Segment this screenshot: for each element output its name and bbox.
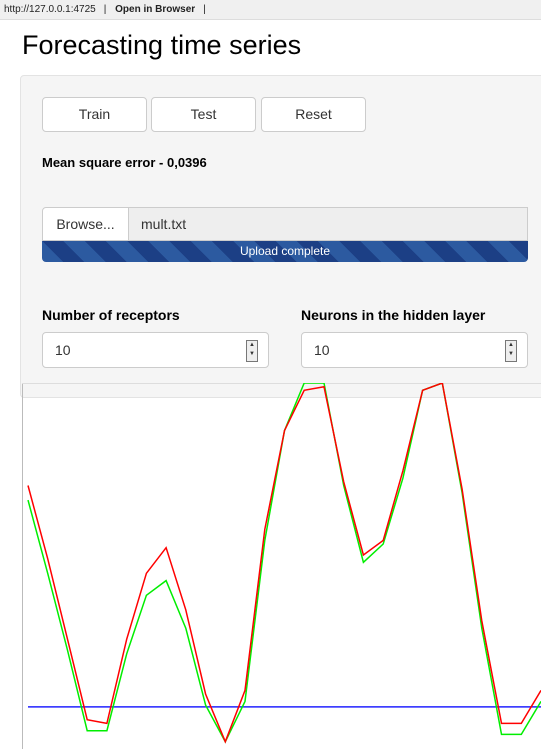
input-value: 10 xyxy=(314,342,330,358)
input-label: Neurons in the hidden layer xyxy=(301,307,486,323)
plot xyxy=(22,383,541,749)
number-input[interactable]: 10 ▲ ▼ xyxy=(301,332,528,368)
series-line xyxy=(27,383,541,744)
spinner[interactable]: ▲ ▼ xyxy=(505,340,517,362)
spinner[interactable]: ▲ ▼ xyxy=(246,340,258,362)
reset-button[interactable]: Reset xyxy=(261,97,366,132)
url: http://127.0.0.1:4725 xyxy=(4,4,96,15)
number-input[interactable]: 10 ▲ ▼ xyxy=(42,332,269,368)
file-name: mult.txt xyxy=(128,207,528,241)
series-line xyxy=(27,383,541,744)
browser-bar: http://127.0.0.1:4725 | Open in Browser | xyxy=(0,0,541,20)
title: Forecasting time series xyxy=(22,30,302,60)
mse-text: Mean square error - 0,0396 xyxy=(42,155,207,170)
train-button[interactable]: Train xyxy=(42,97,147,132)
open-in-browser[interactable]: Open in Browser xyxy=(115,4,196,15)
progress-bar: Upload complete xyxy=(42,241,528,262)
input-value: 10 xyxy=(55,342,71,358)
input-label: Number of receptors xyxy=(42,307,180,323)
test-button[interactable]: Test xyxy=(151,97,256,132)
browse-button[interactable]: Browse... xyxy=(42,207,129,241)
